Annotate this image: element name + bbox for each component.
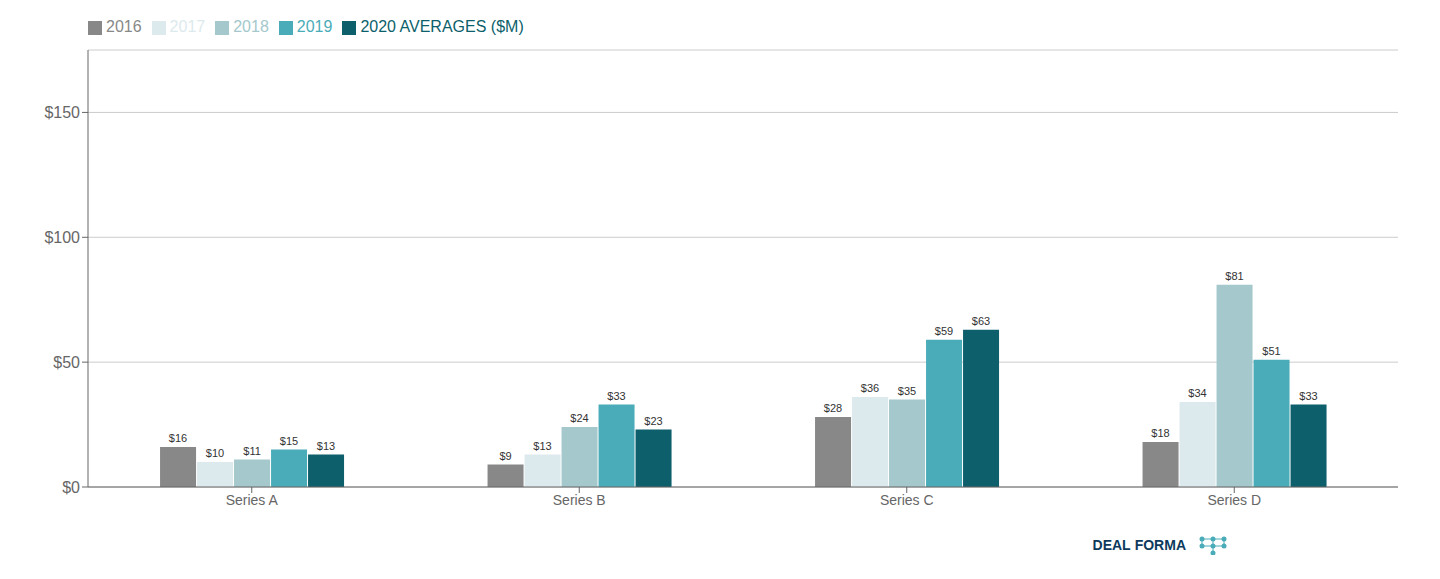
svg-text:$11: $11 (243, 445, 261, 457)
svg-text:$150: $150 (44, 104, 80, 121)
svg-text:$10: $10 (206, 447, 224, 459)
html-text:2019: 2019 (296, 18, 333, 35)
svg-text:$34: $34 (1188, 387, 1206, 399)
svg-text:Series D: Series D (1207, 492, 1261, 508)
svg-text:$33: $33 (607, 390, 625, 402)
html-text:2016: 2016 (106, 18, 142, 35)
svg-text:$24: $24 (570, 412, 588, 424)
svg-text:$33: $33 (1299, 390, 1317, 402)
svg-text:$16: $16 (169, 432, 187, 444)
svg-text:$36: $36 (861, 382, 879, 394)
svg-text:$63: $63 (972, 315, 990, 327)
svg-text:$18: $18 (1151, 427, 1169, 439)
svg-text:$23: $23 (644, 415, 662, 427)
svg-text:$50: $50 (53, 354, 80, 371)
svg-text:Series A: Series A (226, 492, 279, 508)
html-text:DEAL FORMA: DEAL FORMA (1092, 537, 1186, 553)
svg-text:$28: $28 (824, 402, 842, 414)
svg-text:$9: $9 (499, 450, 511, 462)
svg-text:Series B: Series B (553, 492, 606, 508)
html-text:2017: 2017 (169, 18, 206, 35)
svg-text:$51: $51 (1262, 345, 1280, 357)
html-text:2018: 2018 (233, 18, 269, 35)
svg-text:$13: $13 (317, 440, 335, 452)
svg-text:$81: $81 (1225, 270, 1243, 282)
svg-text:Series C: Series C (880, 492, 934, 508)
svg-text:$15: $15 (280, 435, 298, 447)
svg-text:$100: $100 (44, 229, 80, 246)
html-text:2020 AVERAGES ($M): 2020 AVERAGES ($M) (360, 18, 524, 35)
svg-text:$35: $35 (898, 385, 916, 397)
svg-text:$13: $13 (533, 440, 551, 452)
svg-text:$0: $0 (62, 479, 80, 496)
svg-text:$59: $59 (935, 325, 953, 337)
